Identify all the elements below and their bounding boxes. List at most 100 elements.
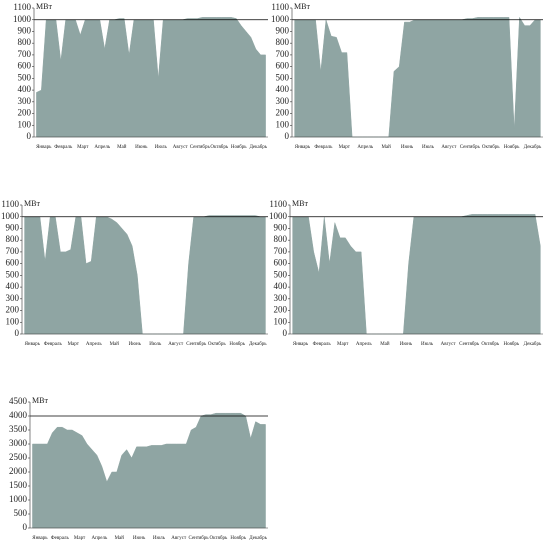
- y-tick-label: 600: [274, 258, 288, 268]
- x-tick-label: Июль: [149, 342, 162, 347]
- x-tick-label: Август: [168, 342, 184, 347]
- y-tick-label: 900: [274, 223, 288, 233]
- area: [32, 412, 266, 529]
- y-tick-label: 2500: [9, 452, 28, 462]
- x-tick-label: Январь: [36, 145, 52, 150]
- x-tick-label: Май: [381, 145, 391, 150]
- x-tick-label: Август: [441, 342, 457, 347]
- y-tick-label: 4500: [9, 396, 28, 406]
- y-tick-label: 100: [6, 316, 20, 326]
- x-tick-label: Июль: [155, 145, 168, 150]
- x-tick-label: Январь: [295, 145, 311, 150]
- unit-label: МВт: [24, 199, 40, 208]
- x-tick-label: Сентябрь: [190, 145, 211, 150]
- y-tick-label: 0: [23, 522, 28, 532]
- y-tick-label: 1000: [9, 494, 28, 504]
- y-tick-label: 1000: [13, 14, 32, 24]
- y-tick-label: 1100: [271, 2, 289, 12]
- y-tick-label: 600: [276, 61, 290, 71]
- y-tick-label: 2000: [9, 466, 28, 476]
- y-tick-label: 900: [6, 223, 20, 233]
- x-tick-label: Март: [68, 342, 80, 347]
- area: [36, 17, 266, 138]
- y-tick-label: 500: [18, 72, 32, 82]
- x-tick-label: Март: [77, 145, 89, 150]
- y-tick-label: 300: [6, 293, 20, 303]
- x-tick-label: Октябрь: [210, 145, 228, 150]
- y-tick-label: 100: [274, 316, 288, 326]
- y-tick-label: 100: [18, 119, 32, 129]
- unit-label: МВт: [32, 396, 48, 405]
- x-tick-label: Январь: [32, 536, 48, 541]
- y-tick-label: 600: [6, 258, 20, 268]
- y-tick-label: 200: [6, 305, 20, 315]
- x-tick-label: Июнь: [400, 342, 413, 347]
- x-tick-label: Октябрь: [208, 342, 226, 347]
- x-tick-label: Февраль: [314, 145, 333, 150]
- x-tick-label: Февраль: [44, 342, 63, 347]
- y-tick-label: 200: [18, 108, 32, 118]
- y-tick-label: 300: [274, 293, 288, 303]
- y-tick-label: 400: [6, 281, 20, 291]
- x-tick-label: Май: [117, 145, 127, 150]
- y-tick-label: 300: [276, 96, 290, 106]
- y-tick-label: 4000: [9, 410, 28, 420]
- x-tick-label: Июнь: [135, 145, 148, 150]
- x-tick-label: Декабрь: [249, 536, 267, 541]
- y-tick-label: 200: [276, 108, 290, 118]
- x-tick-label: Апрель: [356, 342, 373, 347]
- y-tick-label: 1100: [269, 199, 287, 209]
- y-tick-label: 800: [276, 37, 290, 47]
- y-tick-label: 400: [276, 84, 290, 94]
- x-tick-label: Декабрь: [524, 342, 542, 347]
- y-tick-label: 700: [274, 246, 288, 256]
- x-tick-label: Ноябрь: [504, 145, 520, 150]
- x-tick-label: Ноябрь: [231, 145, 247, 150]
- y-tick-label: 400: [274, 281, 288, 291]
- y-tick-label: 1100: [13, 2, 31, 12]
- x-tick-label: Апрель: [92, 536, 109, 541]
- x-tick-label: Август: [173, 145, 189, 150]
- x-tick-label: Июнь: [129, 342, 142, 347]
- unit-label: МВт: [294, 2, 310, 11]
- x-tick-label: Апрель: [357, 145, 374, 150]
- y-tick-label: 900: [276, 26, 290, 36]
- x-tick-label: Сентябрь: [460, 145, 481, 150]
- y-tick-label: 1000: [1, 211, 20, 221]
- area: [294, 16, 541, 138]
- y-tick-label: 3000: [9, 438, 28, 448]
- x-tick-label: Июль: [421, 342, 434, 347]
- x-tick-label: Апрель: [86, 342, 103, 347]
- y-tick-label: 1000: [271, 14, 290, 24]
- y-tick-label: 600: [18, 61, 32, 71]
- x-tick-label: Март: [74, 536, 86, 541]
- area: [292, 214, 541, 335]
- y-tick-label: 1100: [1, 199, 19, 209]
- y-tick-label: 800: [6, 234, 20, 244]
- y-tick-label: 0: [15, 328, 20, 338]
- y-tick-label: 200: [274, 305, 288, 315]
- x-tick-label: Февраль: [313, 342, 332, 347]
- y-tick-label: 800: [18, 37, 32, 47]
- x-tick-label: Август: [171, 536, 187, 541]
- x-tick-label: Июнь: [401, 145, 414, 150]
- y-tick-label: 500: [274, 269, 288, 279]
- x-tick-label: Август: [441, 145, 457, 150]
- x-tick-label: Май: [380, 342, 390, 347]
- x-tick-label: Февраль: [51, 536, 70, 541]
- unit-label: МВт: [292, 199, 308, 208]
- unit-label: МВт: [36, 2, 52, 11]
- x-tick-label: Июль: [422, 145, 435, 150]
- area: [24, 215, 266, 335]
- y-tick-label: 0: [283, 328, 288, 338]
- y-tick-label: 0: [285, 131, 290, 141]
- x-tick-label: Сентябрь: [189, 536, 210, 541]
- y-tick-label: 500: [14, 508, 28, 518]
- x-tick-label: Апрель: [94, 145, 111, 150]
- x-tick-label: Июнь: [133, 536, 146, 541]
- x-tick-label: Май: [110, 342, 120, 347]
- x-tick-label: Январь: [25, 342, 41, 347]
- x-tick-label: Май: [115, 536, 125, 541]
- x-tick-label: Октябрь: [481, 342, 499, 347]
